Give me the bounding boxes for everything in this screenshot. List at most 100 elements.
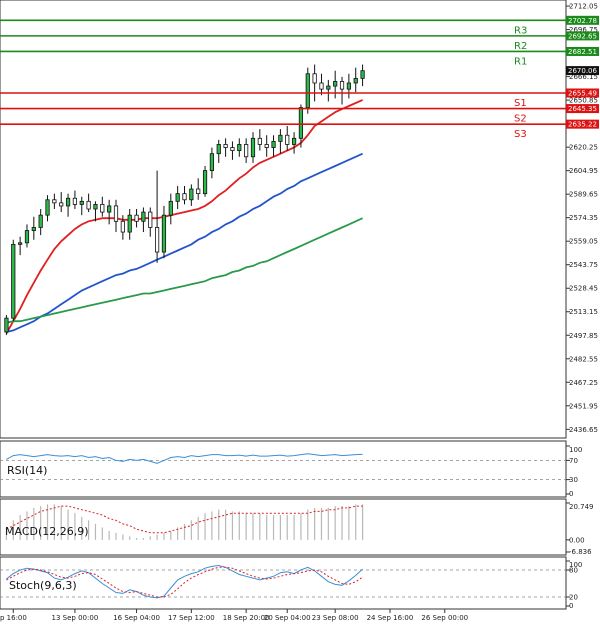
- price-tick-label: 2620.25: [569, 144, 598, 152]
- candle: [86, 193, 91, 213]
- tick-label: 0.00: [569, 536, 585, 544]
- x-tick-label: p 16:00: [0, 614, 27, 622]
- candle-body-down: [100, 203, 105, 213]
- candle-body-up: [326, 85, 331, 90]
- level-price-box: [566, 104, 599, 114]
- candle: [250, 132, 256, 163]
- candle: [4, 315, 9, 336]
- tick-label: 100: [569, 561, 582, 569]
- price-tick-label: 2559.05: [569, 238, 598, 246]
- x-tick-label: 26 Sep 00:00: [421, 614, 468, 622]
- level-price-box: [566, 46, 599, 56]
- candle-body-up: [79, 200, 84, 205]
- candle-body-down: [257, 137, 262, 145]
- candle-body-down: [244, 144, 249, 158]
- rsi-panel: 100 70 30 0 RSI(14): [0, 440, 582, 498]
- tick-label: 80: [569, 567, 578, 575]
- moving-averages: [5, 99, 363, 334]
- candle-body-up: [250, 137, 256, 158]
- macd-histogram: [5, 504, 364, 540]
- x-tick-label: 17 Sep 12:00: [168, 614, 215, 622]
- candle-body-up: [346, 82, 351, 90]
- candle-body-down: [319, 82, 324, 90]
- price-tick-label: 2574.35: [569, 214, 598, 222]
- candle: [93, 201, 98, 222]
- candle-body-up: [353, 77, 358, 84]
- candle: [244, 138, 249, 163]
- candle-body-down: [155, 227, 160, 253]
- x-tick-label: 16 Sep 04:00: [113, 614, 160, 622]
- price-tick-label: 2497.85: [569, 332, 598, 340]
- candle-body-down: [86, 200, 91, 210]
- candle: [31, 216, 36, 240]
- rsi-y-axis: 100 70 30 0: [0, 445, 582, 498]
- level-price-label: 2702.78: [568, 17, 597, 25]
- tick-label: 20.749: [569, 503, 594, 511]
- candle-body-up: [168, 200, 173, 216]
- price-tick-label: 2513.15: [569, 308, 598, 316]
- candle: [360, 64, 365, 87]
- x-axis: p 16:00 13 Sep 00:00 16 Sep 04:00 17 Sep 12…: [0, 609, 468, 622]
- stoch-panel-frame: [0, 556, 567, 610]
- candle: [24, 224, 30, 248]
- candle-body-up: [175, 193, 180, 202]
- candle-body-up: [291, 137, 297, 145]
- candle-body-up: [4, 317, 9, 333]
- candle: [18, 236, 23, 256]
- ma-line-ma50: [6, 152, 363, 333]
- candle: [175, 185, 180, 210]
- tick-label: 0: [569, 490, 573, 498]
- price-tick-label: 2482.55: [569, 355, 598, 363]
- rsi-panel-frame: [0, 440, 567, 498]
- candle-body-up: [237, 144, 242, 152]
- x-tick-label: 23 Sep 08:00: [312, 614, 359, 622]
- candle-body-up: [45, 199, 50, 216]
- candle-body-down: [52, 199, 57, 204]
- candle: [264, 135, 269, 157]
- current-price-box: [566, 66, 599, 76]
- price-tick-label: 2696.75: [569, 26, 598, 34]
- tick-label: 70: [569, 457, 578, 465]
- candle-body-up: [11, 243, 16, 319]
- current-price-label: 2670.06: [568, 67, 597, 75]
- level-name-s3: S3: [514, 129, 527, 140]
- candle: [168, 193, 173, 225]
- candle: [305, 67, 310, 114]
- candle-body-down: [59, 202, 64, 207]
- level-price-label: 2682.51: [568, 48, 597, 56]
- candle: [278, 129, 283, 154]
- candle: [45, 195, 50, 222]
- candle: [11, 239, 16, 322]
- candle-body-up: [161, 214, 167, 253]
- tick-label: 30: [569, 476, 578, 484]
- candle-body-up: [93, 203, 98, 210]
- price-y-axis: 2712.05 2696.75 2666.15 2650.85 2620.25 2604.…: [566, 3, 598, 434]
- price-panel-frame: [0, 0, 567, 439]
- candle-body-down: [230, 147, 235, 152]
- price-panel: 2712.05 2696.75 2666.15 2650.85 2620.25 2604.…: [0, 0, 599, 439]
- candle: [209, 147, 214, 179]
- candlesticks: [4, 64, 365, 336]
- candle-body-down: [182, 193, 187, 201]
- candle: [100, 196, 105, 217]
- candle: [161, 205, 167, 259]
- candle-body-up: [271, 140, 276, 148]
- candle: [339, 76, 345, 105]
- candle-body-up: [38, 214, 43, 228]
- tick-label: 0: [569, 602, 573, 610]
- x-tick-label: 20 Sep 04:00: [264, 614, 311, 622]
- candle: [271, 135, 276, 157]
- level-name-s2: S2: [514, 114, 527, 125]
- price-tick-label: 2589.65: [569, 191, 598, 199]
- candle-body-down: [312, 73, 317, 84]
- candle-body-down: [72, 197, 78, 205]
- candle-body-up: [209, 153, 214, 171]
- price-tick-label: 2436.65: [569, 426, 598, 434]
- candle-body-up: [278, 134, 283, 142]
- price-tick-label: 2467.25: [569, 379, 598, 387]
- candle: [202, 165, 208, 197]
- level-price-box: [566, 31, 599, 41]
- tick-label: -6.836: [569, 548, 592, 556]
